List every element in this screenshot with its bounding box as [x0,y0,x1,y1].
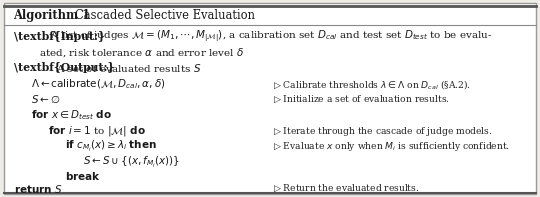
Text: $\triangleright$ Evaluate $x$ only when $M_i$ is sufficiently confident.: $\triangleright$ Evaluate $x$ only when … [273,140,510,153]
Text: $S \leftarrow \emptyset$: $S \leftarrow \emptyset$ [31,94,60,105]
Text: $\triangleright$ Iterate through the cascade of judge models.: $\triangleright$ Iterate through the cas… [273,125,492,138]
Text: $\mathbf{for}$ $x \in D_{test}$ $\mathbf{do}$: $\mathbf{for}$ $x \in D_{test}$ $\mathbf… [31,108,112,122]
Text: Cascaded Selective Evaluation: Cascaded Selective Evaluation [75,9,254,22]
Text: $\triangleright$ Initialize a set of evaluation results.: $\triangleright$ Initialize a set of eva… [273,94,449,105]
Text: $\triangleright$ Calibrate thresholds $\lambda \in \Lambda$ on $D_{cal}$ (§A.2).: $\triangleright$ Calibrate thresholds $\… [273,78,471,91]
Text: $\mathbf{for}$ $i = 1$ to $|\mathcal{M}|$ $\mathbf{do}$: $\mathbf{for}$ $i = 1$ to $|\mathcal{M}|… [48,124,146,138]
Text: Algorithm 1: Algorithm 1 [14,9,91,22]
Text: $S \leftarrow S \cup \{(x, f_{M_i}(x))\}$: $S \leftarrow S \cup \{(x, f_{M_i}(x))\}… [83,155,180,170]
Text: A list of judges $\mathcal{M} = (M_1, \cdots, M_{|\mathcal{M}|})$, a calibration: A list of judges $\mathcal{M} = (M_1, \c… [50,29,493,44]
Text: ated, risk tolerance $\alpha$ and error level $\delta$: ated, risk tolerance $\alpha$ and error … [39,46,245,59]
Text: $\Lambda \leftarrow \mathrm{calibrate}(\mathcal{M}, D_{cal}, \alpha, \delta)$: $\Lambda \leftarrow \mathrm{calibrate}(\… [31,77,165,91]
Text: $\mathbf{return}$ $S$: $\mathbf{return}$ $S$ [14,183,62,195]
FancyBboxPatch shape [4,3,536,194]
Text: $\triangleright$ Return the evaluated results.: $\triangleright$ Return the evaluated re… [273,183,419,194]
Text: \textbf{Output:}: \textbf{Output:} [14,62,114,73]
Text: \textbf{Input:}: \textbf{Input:} [14,31,104,42]
Text: $\mathbf{if}$ $c_{M_i}(x) \geq \lambda_i$ $\mathbf{then}$: $\mathbf{if}$ $c_{M_i}(x) \geq \lambda_i… [65,139,157,154]
Text: $\mathbf{break}$: $\mathbf{break}$ [65,170,101,182]
Text: A set of evaluated results $S$: A set of evaluated results $S$ [56,62,201,74]
